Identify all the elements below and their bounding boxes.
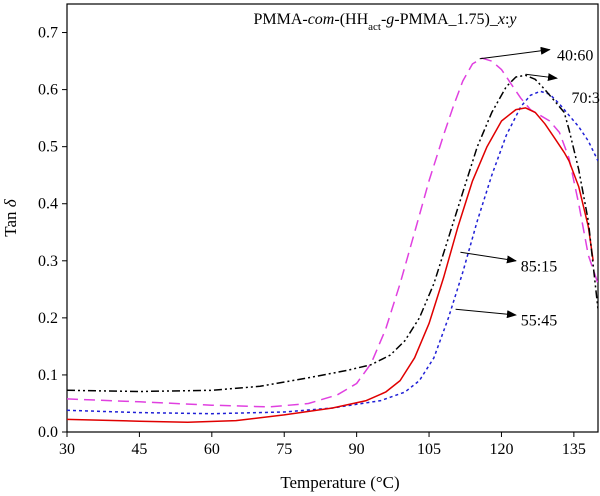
y-tick-label: 0.5 (38, 139, 58, 156)
y-tick-label: 0.2 (38, 310, 58, 327)
x-tick-label: 120 (489, 441, 513, 458)
ticks-layer: 30 45 60 75 90 105 120 135 0.0 0.1 0.2 0.3 0.4 0.5 0.6… (38, 25, 586, 458)
annotation-label-40-60: 40:60 (557, 47, 593, 64)
series-line-70-30 (67, 90, 598, 415)
x-tick-label: 30 (59, 441, 75, 458)
series-line-40-60 (67, 57, 598, 408)
y-tick-label: 0.6 (38, 82, 58, 99)
annotation-layer: 40:60 70:30 85:15 55:45 (455, 46, 600, 330)
plot-area (66, 3, 599, 433)
y-tick-label: 0.7 (38, 25, 58, 42)
y-axis-label: Tan δ (1, 198, 20, 237)
series-line-85-15 (67, 107, 594, 424)
x-axis-label: Temperature (°C) (280, 473, 399, 492)
x-tick-label: 45 (131, 441, 147, 458)
y-tick-label: 0.1 (38, 367, 58, 384)
y-tick-label: 0.0 (38, 424, 58, 441)
series-layer (67, 57, 598, 424)
y-tick-label: 0.3 (38, 253, 58, 270)
x-tick-label: 60 (204, 441, 220, 458)
x-tick-label: 90 (349, 441, 365, 458)
annotation-arrow (460, 251, 517, 264)
series-line-55-45 (67, 74, 598, 393)
annotation-arrow (479, 46, 551, 60)
annotation-label-55-45: 55:45 (521, 313, 557, 330)
y-tick-label: 0.4 (38, 196, 58, 213)
x-tick-label: 135 (562, 441, 586, 458)
annotation-label-70-30: 70:30 (571, 90, 600, 107)
x-tick-label: 75 (276, 441, 292, 458)
x-tick-label: 105 (417, 441, 441, 458)
annotation-arrow (525, 73, 558, 82)
annotation-arrow (455, 308, 517, 319)
annotation-label-85-15: 85:15 (521, 259, 557, 276)
chart-title: PMMA-com-(HHact-g-PMMA_1.75)_x:y (253, 11, 517, 33)
